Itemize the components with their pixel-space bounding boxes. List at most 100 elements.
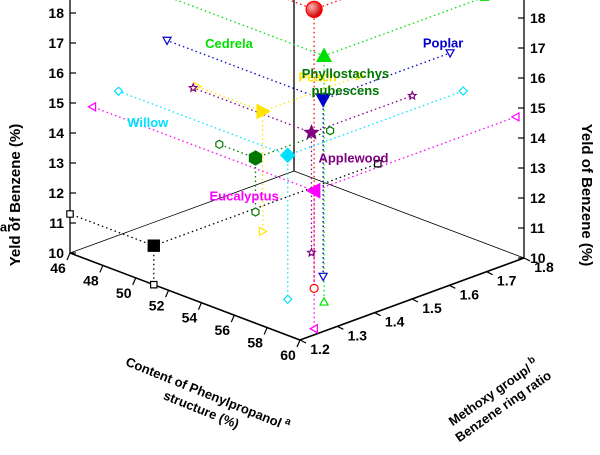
z-tick-right-label: 18: [530, 10, 546, 26]
projection-marker-floor: [318, 272, 329, 282]
projection-marker-left: [113, 86, 124, 97]
y-tick-label: 1.3: [348, 327, 368, 343]
z-tick-left-label: 16: [48, 65, 64, 81]
projection-marker-floor: [282, 294, 293, 305]
x-axis-label-line1: Content of Phenylpropanola: [124, 352, 293, 434]
series-label-line2: pubescens: [312, 83, 380, 98]
x-tick-mark: [132, 277, 137, 286]
guide-right-wall: [153, 163, 379, 247]
y-tick-label: 1.6: [460, 286, 480, 302]
data-point: [303, 124, 320, 140]
y-tick-mark: [411, 298, 419, 303]
y-tick-label: 1.7: [497, 273, 517, 289]
x-tick-label: 60: [280, 347, 296, 363]
x-tick-label: 50: [116, 285, 132, 301]
series-labels: Pine Cedrela Poplar Willow Peach Eucalyptus Ap…: [0, 0, 463, 235]
x-tick-label: 56: [214, 322, 230, 338]
x-tick-label: 48: [83, 272, 99, 288]
x-tick-mark: [230, 314, 235, 323]
series-label: Applewood: [318, 151, 388, 166]
z-tick-right-label: 16: [530, 70, 546, 86]
x-tick-mark: [66, 252, 71, 261]
guide-left-wall: [196, 85, 263, 112]
guide-left-wall: [192, 87, 312, 134]
projection-marker-floor: [149, 280, 158, 289]
x-tick-mark: [99, 265, 104, 273]
z-tick-right-label: 10: [530, 250, 546, 266]
axis-box: [69, 0, 525, 341]
z-tick-left-label: 15: [48, 95, 64, 111]
z-tick-right-label: 13: [530, 160, 546, 176]
projection-marker-floor: [309, 283, 319, 293]
axis-ticks: 1010111112121313141415151616171718181919…: [48, 5, 554, 363]
y-tick-label: 1.4: [385, 314, 405, 330]
y-tick-mark: [523, 257, 531, 262]
projection-markers: [66, 0, 520, 334]
data-point: [315, 93, 332, 108]
y-tick-mark: [449, 284, 456, 289]
z-tick-left-label: 10: [48, 245, 64, 261]
z-axis-label-right: Yeld of Benzene (%): [578, 124, 595, 267]
data-point: [147, 239, 160, 252]
x-tick-label: 58: [247, 335, 263, 351]
data-point: [279, 147, 296, 164]
data-points: [147, 0, 333, 252]
projection-marker-right: [445, 49, 456, 59]
y-tick-label: 1.2: [310, 341, 330, 357]
projection-marker-floor: [258, 226, 268, 237]
series-label: Pine: [414, 0, 448, 3]
z-tick-left-label: 17: [48, 35, 64, 51]
z-tick-right-label: 17: [530, 40, 546, 56]
y-tick-label: 1.8: [534, 259, 554, 275]
guide-right-wall: [262, 75, 360, 113]
x-tick-mark: [197, 302, 202, 310]
x-axis-title: Content of Phenylpropanola structure (%): [124, 352, 293, 434]
data-point: [316, 47, 333, 63]
projection-marker-floor: [251, 207, 260, 217]
floor-edge-back-right: [293, 170, 525, 259]
z-tick-right-label: 14: [530, 130, 546, 146]
series-label: Peach: [298, 69, 336, 84]
y-tick-mark: [337, 325, 344, 330]
series-label: Poplar: [423, 36, 463, 51]
series-label: Willow: [127, 115, 169, 130]
data-point: [256, 103, 271, 120]
projection-marker-right: [458, 86, 469, 96]
z-tick-left-label: 12: [48, 185, 64, 201]
z-axis-label-left: Yeld of Benzene (%): [7, 124, 24, 267]
data-point: [248, 150, 263, 166]
x-axis-line: [69, 252, 301, 341]
z-axis-title-right: Yeld of Benzene (%): [578, 124, 595, 267]
x-tick-label: 54: [182, 310, 198, 326]
y-axis-title: Methoxy group/b Benzene ring ratio: [446, 354, 554, 445]
guide-right-wall: [322, 52, 451, 101]
x-tick-label: 52: [149, 297, 165, 313]
projection-marker-right: [326, 125, 335, 136]
projection-marker-left: [162, 36, 173, 46]
guide-right-wall: [323, 0, 479, 57]
y-tick-mark: [374, 312, 381, 317]
series-label-line1: Phyllostachys: [302, 66, 389, 81]
projection-marker-floor: [306, 247, 317, 258]
z-tick-right-label: 12: [530, 190, 546, 206]
z-tick-left-label: 18: [48, 5, 64, 21]
y-tick-mark: [486, 271, 493, 276]
x-tick-mark: [263, 327, 268, 335]
projection-marker-right: [373, 159, 382, 168]
data-point: [305, 0, 323, 18]
series-label: Cedar: [0, 220, 12, 235]
projection-marker-right: [510, 111, 520, 122]
x-tick-mark: [296, 339, 301, 348]
series-label: Eucalyptus: [210, 189, 279, 204]
floor-edge-back-left: [69, 170, 295, 254]
projection-marker-left: [187, 82, 199, 93]
data-point: [305, 182, 321, 199]
x-tick-label: 46: [50, 260, 66, 276]
projection-marker-left: [87, 101, 97, 112]
projection-marker-floor: [308, 323, 318, 334]
z-axis-title-left: Yeld of Benzene (%): [7, 124, 24, 267]
projection-marker-left: [66, 210, 74, 218]
x-tick-mark: [165, 290, 170, 298]
z-tick-right-label: 11: [530, 220, 545, 236]
